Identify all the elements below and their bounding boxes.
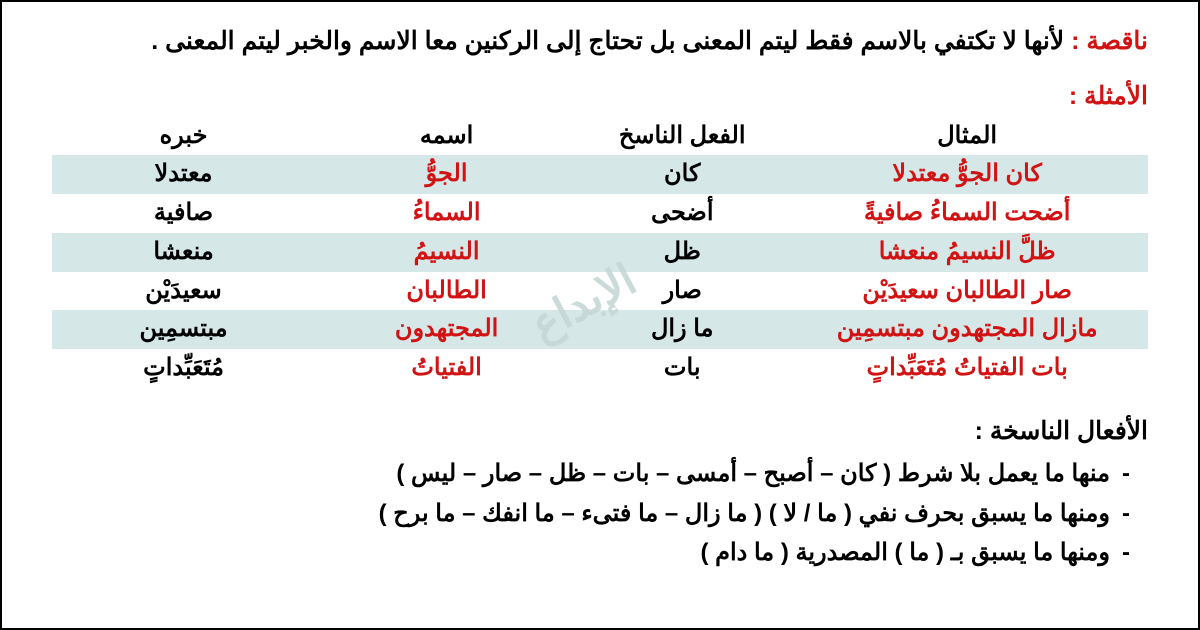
cell-verb: ظل bbox=[578, 233, 786, 272]
col-noun: اسمه bbox=[315, 117, 578, 156]
table-row: صار الطالبان سعيدَيْنصارالطالبانسعيدَيْن bbox=[52, 272, 1148, 311]
naskh-rules-list: منها ما يعمل بلا شرط ( كان – أصبح – أمسى… bbox=[52, 454, 1148, 573]
cell-khabar: مُتَعَبِّداتٍ bbox=[52, 349, 315, 388]
cell-khabar: مبتسمِين bbox=[52, 310, 315, 349]
cell-noun: السماءُ bbox=[315, 194, 578, 233]
col-example: المثال bbox=[786, 117, 1148, 156]
cell-example: بات الفتياتُ مُتَعَبِّداتٍ bbox=[786, 349, 1148, 388]
cell-example: ظلَّ النسيمُ منعشا bbox=[786, 233, 1148, 272]
cell-noun: المجتهدون bbox=[315, 310, 578, 349]
cell-example: مازال المجتهدون مبتسمِين bbox=[786, 310, 1148, 349]
cell-verb: أضحى bbox=[578, 194, 786, 233]
cell-noun: النسيمُ bbox=[315, 233, 578, 272]
intro-term: ناقصة : bbox=[1071, 27, 1148, 55]
table-row: كان الجوُّ معتدلاكانالجوُّمعتدلا bbox=[52, 155, 1148, 194]
cell-verb: ما زال bbox=[578, 310, 786, 349]
cell-verb: بات bbox=[578, 349, 786, 388]
examples-table: المثال الفعل الناسخ اسمه خبره كان الجوُّ… bbox=[52, 117, 1148, 389]
table-header-row: المثال الفعل الناسخ اسمه خبره bbox=[52, 117, 1148, 156]
cell-khabar: معتدلا bbox=[52, 155, 315, 194]
table-row: ظلَّ النسيمُ منعشاظلالنسيمُمنعشا bbox=[52, 233, 1148, 272]
cell-example: كان الجوُّ معتدلا bbox=[786, 155, 1148, 194]
cell-verb: كان bbox=[578, 155, 786, 194]
document-page: ناقصة : لأنها لا تكتفي بالاسم فقط ليتم ا… bbox=[0, 0, 1200, 630]
cell-noun: الطالبان bbox=[315, 272, 578, 311]
col-khabar: خبره bbox=[52, 117, 315, 156]
examples-title: الأمثلة : bbox=[52, 81, 1148, 111]
intro-text: لأنها لا تكتفي بالاسم فقط ليتم المعنى بل… bbox=[151, 27, 1064, 55]
table-row: بات الفتياتُ مُتَعَبِّداتٍباتالفتياتُمُت… bbox=[52, 349, 1148, 388]
table-row: أضحت السماءُ صافيةًأضحىالسماءُصافية bbox=[52, 194, 1148, 233]
list-item: ومنها ما يسبق بحرف نفي ( ما / لا ) ( ما … bbox=[52, 494, 1130, 534]
list-item: ومنها ما يسبق بـ ( ما ) المصدرية ( ما دا… bbox=[52, 533, 1130, 573]
cell-verb: صار bbox=[578, 272, 786, 311]
col-verb: الفعل الناسخ bbox=[578, 117, 786, 156]
intro-paragraph: ناقصة : لأنها لا تكتفي بالاسم فقط ليتم ا… bbox=[52, 20, 1148, 63]
table-row: مازال المجتهدون مبتسمِينما زالالمجتهدونم… bbox=[52, 310, 1148, 349]
cell-khabar: صافية bbox=[52, 194, 315, 233]
cell-khabar: منعشا bbox=[52, 233, 315, 272]
naskh-section-title: الأفعال الناسخة : bbox=[52, 416, 1148, 446]
cell-example: أضحت السماءُ صافيةً bbox=[786, 194, 1148, 233]
table-body: كان الجوُّ معتدلاكانالجوُّمعتدلاأضحت الس… bbox=[52, 155, 1148, 388]
cell-khabar: سعيدَيْن bbox=[52, 272, 315, 311]
cell-noun: الجوُّ bbox=[315, 155, 578, 194]
list-item: منها ما يعمل بلا شرط ( كان – أصبح – أمسى… bbox=[52, 454, 1130, 494]
cell-noun: الفتياتُ bbox=[315, 349, 578, 388]
cell-example: صار الطالبان سعيدَيْن bbox=[786, 272, 1148, 311]
